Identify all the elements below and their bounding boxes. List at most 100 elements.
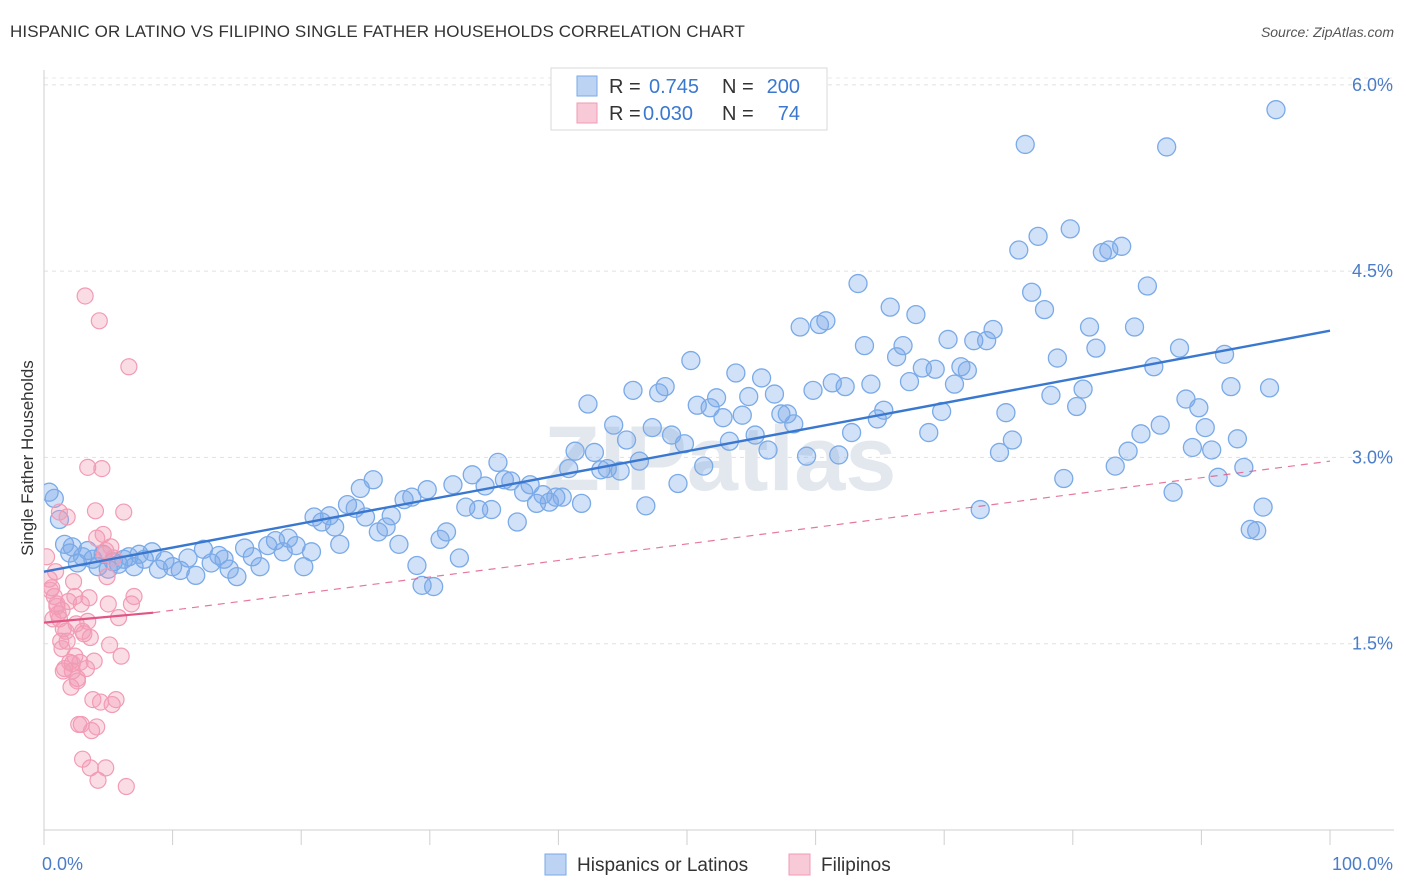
data-point-hispanics [1234,457,1254,478]
data-point-hispanics [732,405,752,425]
legend-n-label-2: N = [722,103,754,125]
data-point-hispanics [1247,521,1267,541]
x-tick-labels: 0.0% 100.0% [42,854,1393,874]
data-point-hispanics [925,359,945,379]
data-point-filipinos [88,718,106,736]
data-point-filipinos [97,759,115,777]
data-point-hispanics [1169,338,1190,358]
data-point-hispanics [1047,348,1068,368]
data-point-hispanics [784,414,804,434]
series-filipinos-points [44,287,143,796]
data-point-filipinos [89,771,107,789]
data-point-filipinos [90,312,108,330]
bottom-legend-swatch-hispanics [544,853,567,876]
data-point-hispanics [777,404,797,424]
chart-source: Source: ZipAtlas.com [1260,24,1394,40]
data-point-hispanics [552,487,572,507]
data-point-hispanics [155,550,175,571]
data-point-hispanics [848,273,868,294]
data-point-hispanics [1060,219,1080,239]
data-point-hispanics [250,557,270,577]
data-point-hispanics [886,347,907,367]
x-tick-label: 0.0% [42,854,83,874]
data-point-hispanics [1214,344,1235,364]
data-point-filipinos [93,459,111,478]
data-point-filipinos [68,672,87,690]
data-point-hispanics [906,304,926,325]
data-point-filipinos [98,568,116,586]
data-point-hispanics [610,461,630,481]
x-tick-label: 100.0% [1332,854,1393,874]
data-point-hispanics [1041,385,1061,405]
data-point-hispanics [1182,437,1203,458]
bottom-legend-label-hispanics: Hispanics or Latinos [577,855,748,876]
data-point-hispanics [209,545,229,566]
data-point-hispanics [584,442,605,463]
data-point-filipinos [81,628,99,647]
data-point-hispanics [854,335,875,356]
data-point-hispanics [790,317,810,337]
legend-swatch-hispanics [576,75,598,97]
data-point-filipinos [112,647,130,665]
data-point-filipinos [54,662,72,680]
data-point-hispanics [751,368,772,388]
series-hispanics-points [44,100,1286,597]
data-point-filipinos [100,636,119,654]
data-point-filipinos [44,581,60,599]
data-point-hispanics [829,445,849,465]
data-point-hispanics [1189,398,1209,418]
data-point-hispanics [642,417,662,438]
data-point-hispanics [1124,317,1145,337]
data-point-hispanics [944,374,965,394]
data-point-hispanics [861,374,881,394]
data-point-hispanics [1266,100,1286,120]
trend-lines [43,329,1331,624]
data-point-hispanics [381,506,401,526]
trend-line-filipinos-extension [153,460,1331,614]
data-point-hispanics [546,487,566,507]
data-point-hispanics [1086,338,1106,358]
data-point-hispanics [219,559,239,579]
data-point-hispanics [713,408,733,428]
data-point-hispanics [1253,497,1273,517]
data-point-hispanics [726,363,746,383]
data-point-hispanics [44,482,59,502]
data-point-filipinos [85,652,103,670]
data-point-hispanics [745,425,765,445]
data-point-hispanics [44,488,64,509]
data-point-hispanics [1009,240,1029,260]
data-point-hispanics [706,388,727,408]
data-point-hispanics [655,376,675,397]
data-point-hispanics [616,430,637,450]
data-point-hispanics [1034,299,1055,320]
y-axis-title: Single Father Households [18,360,37,556]
data-point-filipinos [120,358,138,376]
data-point-filipinos [53,601,71,619]
data-point-hispanics [758,440,778,460]
data-point-filipinos [107,690,125,709]
data-point-filipinos [44,548,56,566]
data-point-hispanics [462,465,482,485]
data-point-hispanics [417,480,437,500]
data-point-filipinos [115,503,133,521]
data-point-hispanics [764,384,785,404]
data-point-filipinos [109,609,128,627]
data-point-hispanics [1131,424,1151,444]
data-point-hispanics [1067,396,1087,417]
data-point-hispanics [227,566,247,587]
legend-r-value-2: 0.030 [643,103,693,125]
data-point-hispanics [301,542,322,562]
data-point-hispanics [424,576,444,597]
data-point-hispanics [449,548,470,568]
data-point-hispanics [507,512,527,532]
data-point-filipinos [76,287,94,305]
data-point-hispanics [1221,376,1241,397]
data-point-filipinos [88,529,106,547]
data-point-hispanics [771,404,791,424]
data-point-hispanics [1118,441,1138,461]
data-point-hispanics [1240,519,1260,540]
data-point-hispanics [1208,467,1228,487]
data-point-filipinos [79,458,97,476]
legend-r-label-1: R = [609,76,641,98]
